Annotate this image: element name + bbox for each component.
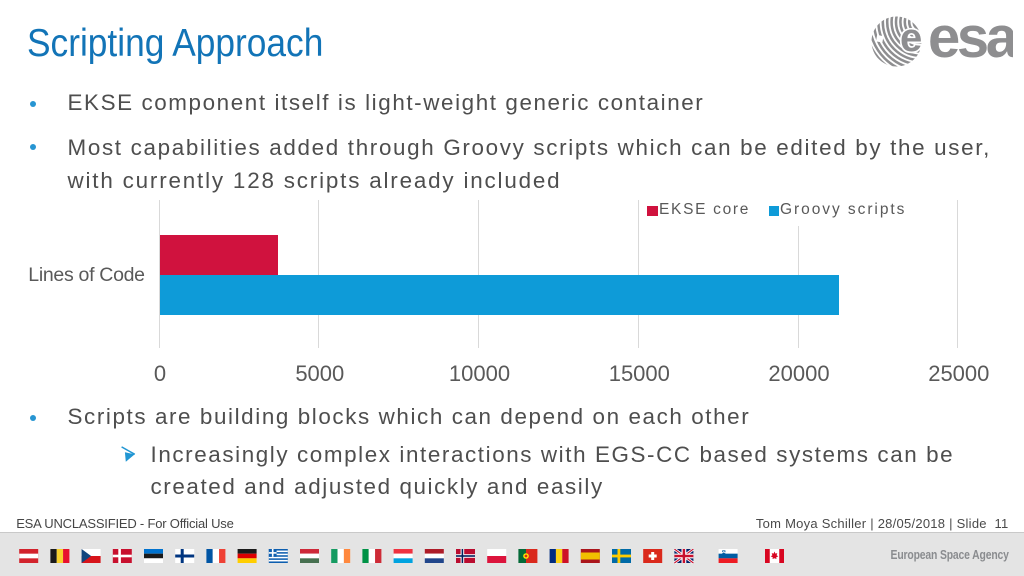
svg-text:esa: esa [928,13,1013,70]
svg-text:e: e [900,16,922,60]
